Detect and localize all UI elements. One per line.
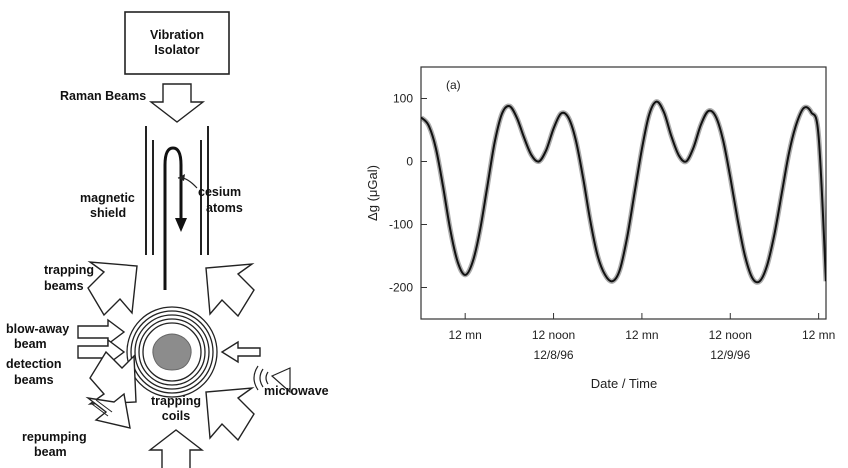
isolator-label-2: Isolator xyxy=(154,43,199,57)
atom-trajectory xyxy=(163,146,183,290)
trapping-beam-arrow-right xyxy=(205,263,255,318)
y-tick-label: -200 xyxy=(389,281,413,295)
x-tick-date-label: 12/9/96 xyxy=(710,348,750,362)
trapping-beams-label-1: trapping xyxy=(44,263,94,277)
isolator-label-1: Vibration xyxy=(150,28,204,42)
blow-away-label-1: blow-away xyxy=(6,322,69,336)
x-tick-label: 12 noon xyxy=(709,328,752,342)
cesium-label-2: atoms xyxy=(206,201,243,215)
magnetic-shield xyxy=(145,126,209,255)
panel-label: (a) xyxy=(446,78,461,92)
cesium-label-1: cesium xyxy=(198,185,241,199)
magnetic-shield-label-1: magnetic xyxy=(80,191,135,205)
detection-label-2: beams xyxy=(14,373,54,387)
y-tick-label: -100 xyxy=(389,218,413,232)
repumping-label-2: beam xyxy=(34,445,67,459)
trajectory-arrowhead xyxy=(175,218,187,232)
x-tick-label: 12 mn xyxy=(802,328,835,342)
microwave-icon xyxy=(253,365,291,394)
trapping-coils xyxy=(126,306,218,398)
x-tick-label: 12 mn xyxy=(625,328,658,342)
vibration-isolator-box xyxy=(124,11,230,75)
magnetic-shield-label-2: shield xyxy=(90,206,126,220)
blow-away-label-2: beam xyxy=(14,337,47,351)
x-tick-date-label: 12/8/96 xyxy=(534,348,574,362)
schematic: Vibration Isolator Raman Beams magnetic … xyxy=(6,11,329,468)
series-line xyxy=(421,100,826,284)
x-tick-label: 12 noon xyxy=(532,328,575,342)
detection-label-1: detection xyxy=(6,357,62,371)
y-tick-label: 0 xyxy=(406,155,413,169)
repumping-arrow xyxy=(85,392,131,429)
raman-beams-label: Raman Beams xyxy=(60,89,146,103)
trapping-beam-arrow-left xyxy=(87,261,138,317)
atom-cloud xyxy=(152,333,192,371)
x-tick-label: 12 mn xyxy=(449,328,482,342)
raman-beam-arrow-top xyxy=(148,83,206,123)
detection-arrow-right xyxy=(220,340,261,364)
y-axis-label: Δg (μGal) xyxy=(365,165,380,221)
trapping-coils-label-1: trapping xyxy=(151,394,201,408)
blow-away-arrow xyxy=(77,318,126,346)
x-axis-label: Date / Time xyxy=(591,376,657,391)
raman-beam-arrow-bottom xyxy=(147,429,205,468)
trapping-coils-label-2: coils xyxy=(162,409,191,423)
y-tick-label: 100 xyxy=(393,92,413,106)
repumping-label-1: repumping xyxy=(22,430,87,444)
trapping-beams-label-2: beams xyxy=(44,279,84,293)
trapping-beam-arrow-lower-right xyxy=(205,387,255,442)
trapping-beam-arrow-lower-left xyxy=(87,350,137,405)
plot-frame xyxy=(420,66,827,320)
gravity-chart: (a) -200 -100 0 100 12 mn 12 noon 12/8/96 12 m… xyxy=(365,66,835,391)
microwave-label: microwave xyxy=(264,384,329,398)
